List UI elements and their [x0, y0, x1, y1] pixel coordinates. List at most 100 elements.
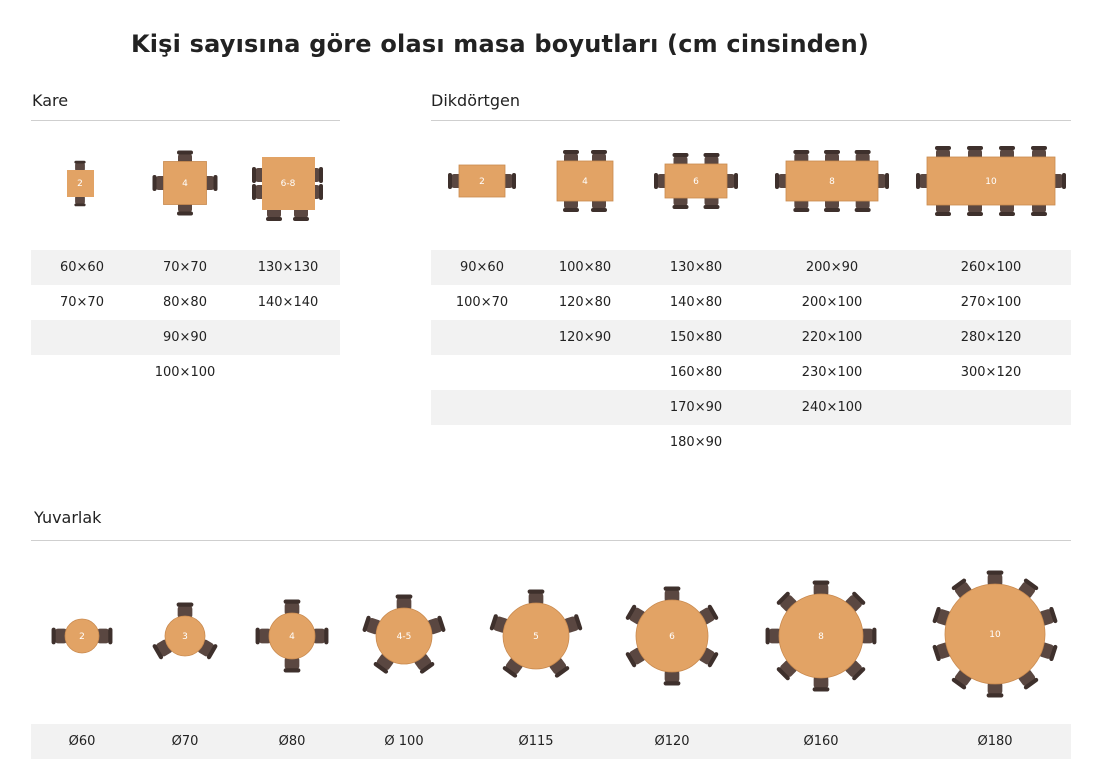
seat-count-label: 4 [182, 179, 188, 189]
seat-count-label: 8 [818, 632, 824, 642]
table-row: 90×60 100×80 130×80 200×90 260×100 [431, 250, 1071, 285]
size-cell: 130×130 [257, 260, 319, 275]
seat-count-label: 6 [669, 632, 675, 642]
rect-table-icon: 2 [448, 164, 516, 198]
chair-icon [663, 669, 681, 686]
size-cell: 130×80 [669, 260, 723, 275]
chair-icon [395, 594, 413, 611]
chair-icon [283, 656, 301, 673]
round-table-icon: 5 [489, 589, 583, 678]
size-cell: 100×80 [558, 260, 612, 275]
table-top [375, 607, 433, 665]
seat-count-label: 4 [289, 632, 295, 642]
size-cell: 200×90 [805, 260, 859, 275]
size-cell: Ø 100 [384, 734, 424, 749]
page-title: Kişi sayısına göre olası masa boyutları … [130, 30, 870, 58]
size-cell: 150×80 [669, 330, 723, 345]
table-row: 60×60 70×70 130×130 [31, 250, 340, 285]
size-cell: 70×70 [163, 260, 207, 275]
size-cell: 120×80 [558, 295, 612, 310]
chair-icon [663, 586, 681, 603]
section-title-yuvarlak: Yuvarlak [34, 508, 102, 527]
chair-icon [812, 580, 830, 597]
size-cell: 90×60 [460, 260, 504, 275]
seat-count-label: 2 [479, 177, 485, 187]
rect-table-icon: 6 [654, 153, 738, 209]
round-table-icon: 10 [932, 570, 1058, 698]
size-cell: Ø80 [278, 734, 306, 749]
chair-icon [986, 570, 1004, 587]
table-top [262, 157, 315, 210]
seat-count-label: 6 [693, 177, 699, 187]
size-cell: 100×100 [154, 365, 216, 380]
chair-icon [176, 602, 194, 619]
round-table-icon: 6 [625, 586, 719, 686]
divider-kare [31, 120, 340, 121]
table-row: 100×70 120×80 140×80 200×100 270×100 [431, 285, 1071, 320]
seat-count-label: 3 [182, 632, 188, 642]
seat-count-label: 4-5 [397, 632, 412, 642]
seat-count-label: 6-8 [281, 179, 296, 189]
seat-count-label: 8 [829, 177, 835, 187]
seat-count-label: 4 [582, 177, 588, 187]
chair-icon [765, 627, 782, 645]
table-top [64, 618, 100, 654]
seat-count-label: 10 [985, 177, 997, 187]
chair-icon [74, 195, 86, 207]
size-cell: 240×100 [801, 400, 863, 415]
table-top [458, 164, 506, 198]
table-row: 90×90 [31, 320, 340, 355]
table-top [664, 163, 728, 199]
size-cell: 180×90 [669, 435, 723, 450]
size-cell: 260×100 [960, 260, 1022, 275]
divider-yuvarlak [31, 540, 1071, 541]
table-top [163, 161, 207, 205]
table-row: 180×90 [431, 425, 1071, 460]
size-cell: 60×60 [60, 260, 104, 275]
table-top [268, 612, 316, 660]
round-table-icon: 2 [51, 618, 113, 654]
size-cell: Ø115 [518, 734, 554, 749]
yuvarlak-illustrations: 2 3 4 4-5 5 6 8 10 [51, 570, 1058, 698]
table-row: 160×80 230×100 300×120 [431, 355, 1071, 390]
chair-icon [812, 675, 830, 692]
seat-count-label: 10 [989, 630, 1001, 640]
chair-icon [51, 627, 68, 645]
rect-table-icon: 8 [775, 150, 889, 212]
square-table-icon: 2 [67, 160, 94, 207]
table-row: Ø60 Ø70 Ø80 Ø 100 Ø115 Ø120 Ø160 Ø180 [31, 724, 1071, 759]
chair-icon [74, 160, 86, 172]
size-cell: 270×100 [960, 295, 1022, 310]
size-cell: 280×120 [960, 330, 1022, 345]
square-table-icon: 6-8 [252, 157, 323, 221]
table-row: 120×90 150×80 220×100 280×120 [431, 320, 1071, 355]
size-cell: 300×120 [960, 365, 1022, 380]
rect-table-icon: 10 [916, 146, 1066, 216]
chair-icon [986, 681, 1004, 698]
size-cell: 100×70 [455, 295, 509, 310]
table-top [164, 615, 206, 657]
seat-count-label: 5 [533, 632, 539, 642]
size-cell: 90×90 [163, 330, 207, 345]
size-cell: 220×100 [801, 330, 863, 345]
table-row: 70×70 80×80 140×140 [31, 285, 340, 320]
table-top [785, 160, 879, 202]
size-cell: Ø160 [803, 734, 839, 749]
table-top [926, 156, 1056, 206]
table-top [502, 602, 570, 670]
size-cell: Ø180 [977, 734, 1013, 749]
size-cell: Ø60 [68, 734, 96, 749]
size-cell: 140×80 [669, 295, 723, 310]
table-top [67, 170, 94, 197]
rect-table-icon: 4 [152, 150, 218, 216]
round-table-icon: 4-5 [362, 594, 446, 674]
size-cell: 120×90 [558, 330, 612, 345]
chair-icon [312, 627, 329, 645]
chair-icon [96, 627, 113, 645]
table-row: 170×90 240×100 [431, 390, 1071, 425]
size-cell: 140×140 [257, 295, 319, 310]
section-title-dikdortgen: Dikdörtgen [431, 91, 520, 110]
chair-icon [283, 599, 301, 616]
rect-table-icon: 4 [556, 150, 614, 212]
section-title-kare: Kare [32, 91, 69, 110]
